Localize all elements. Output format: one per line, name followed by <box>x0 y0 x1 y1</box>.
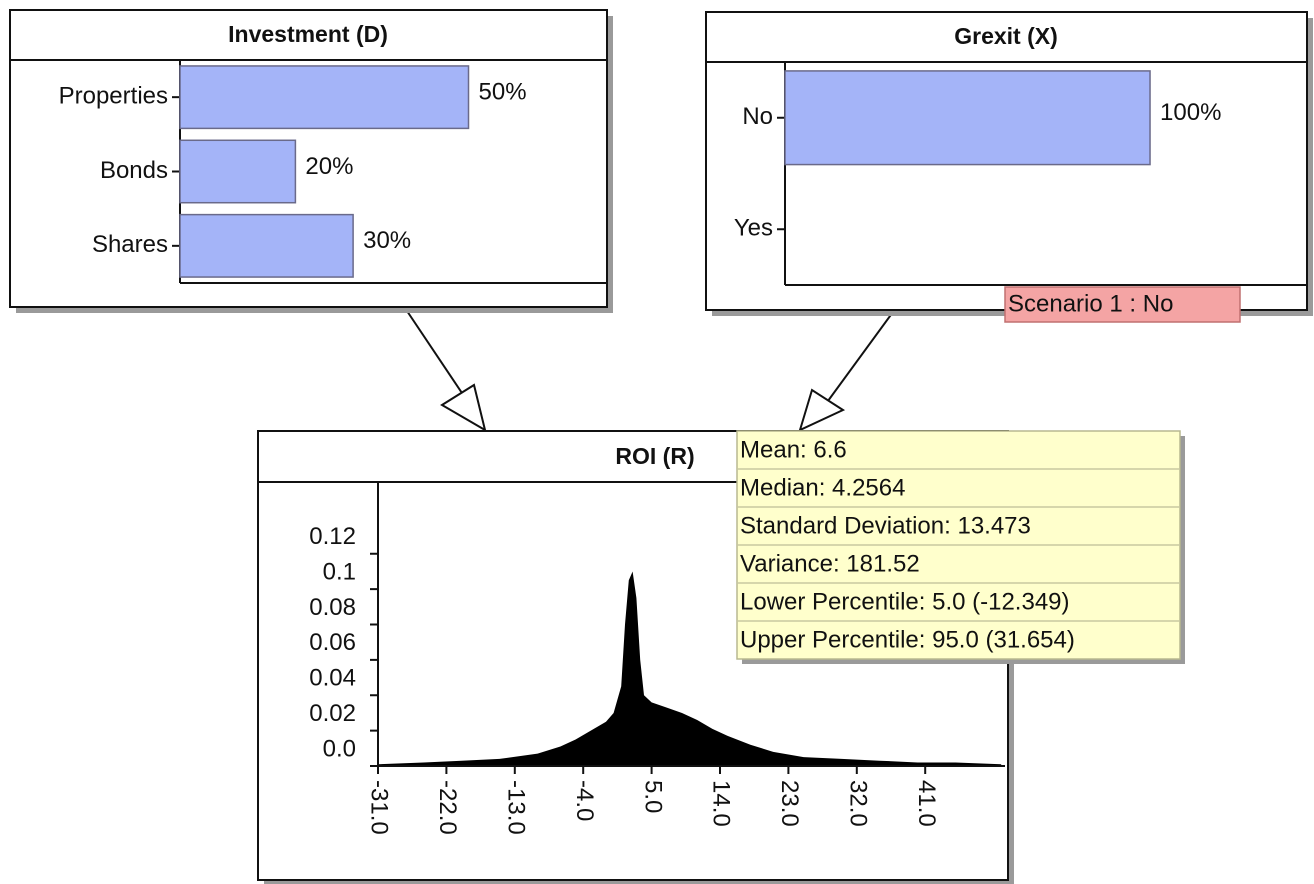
x-tick-label: 5.0 <box>639 780 666 813</box>
y-tick-label: 0.0 <box>323 735 356 762</box>
scenario-label: Scenario 1 : No <box>1008 290 1173 317</box>
node-title: ROI (R) <box>615 443 694 469</box>
value-label: 50% <box>479 79 527 106</box>
value-label: 30% <box>363 227 411 254</box>
y-tick-label: 0.08 <box>309 594 356 621</box>
bar <box>179 213 354 278</box>
edge-investment-roi <box>404 307 487 433</box>
bar <box>784 70 1151 166</box>
x-tick-label: -13.0 <box>502 780 529 835</box>
statistic: Lower Percentile: 5.0 (-12.349) <box>740 588 1070 615</box>
bar <box>179 65 470 130</box>
y-tick-label: 0.1 <box>323 558 356 585</box>
category-label: No <box>742 103 773 130</box>
x-tick-label: -4.0 <box>571 780 598 821</box>
x-tick-label: -31.0 <box>366 780 393 835</box>
x-tick-label: -22.0 <box>434 780 461 835</box>
statistic: Variance: 181.52 <box>740 550 920 577</box>
value-label: 100% <box>1160 99 1221 126</box>
scenario-badge <box>1004 286 1241 323</box>
category-label: Properties <box>59 83 168 110</box>
statistic: Upper Percentile: 95.0 (31.654) <box>740 626 1075 653</box>
x-tick-label: 32.0 <box>844 780 871 827</box>
edge-grexit-roi <box>798 311 894 432</box>
category-label: Bonds <box>100 157 168 184</box>
value-label: 20% <box>305 153 353 180</box>
y-tick-label: 0.04 <box>309 665 356 692</box>
y-tick-label: 0.02 <box>309 700 356 727</box>
node-title: Grexit (X) <box>954 23 1058 49</box>
statistics-tooltip: Mean: 6.6 Median: 4.2564 Standard Deviatio… <box>736 430 1185 664</box>
x-tick-label: 41.0 <box>913 780 940 827</box>
y-tick-label: 0.12 <box>309 523 356 550</box>
category-label: Shares <box>92 231 168 258</box>
statistic: Median: 4.2564 <box>740 474 905 501</box>
bar <box>179 139 297 204</box>
x-tick-label: 14.0 <box>708 780 735 827</box>
y-tick-label: 0.06 <box>309 629 356 656</box>
x-tick-label: 23.0 <box>776 780 803 827</box>
statistic: Standard Deviation: 13.473 <box>740 512 1031 539</box>
category-label: Yes <box>734 215 773 242</box>
node-title: Investment (D) <box>228 21 388 47</box>
statistic: Mean: 6.6 <box>740 436 847 463</box>
density-area <box>378 571 1002 766</box>
chart-layer: Properties 50% Bonds 20% Shares 30% No 100% Yes 0… <box>59 60 1307 835</box>
